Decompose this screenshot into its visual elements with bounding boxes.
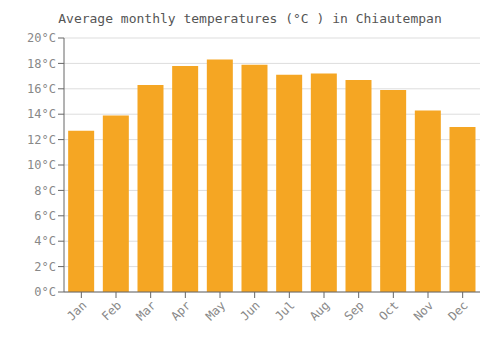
svg-text:Feb: Feb	[99, 298, 124, 323]
svg-text:12°C: 12°C	[27, 133, 56, 147]
svg-text:Oct: Oct	[376, 298, 401, 323]
html-text:Average monthly temperatures (: Average monthly temperatures (°C ) in Ch…	[58, 11, 442, 26]
svg-text:Nov: Nov	[411, 298, 436, 323]
svg-text:0°C: 0°C	[34, 285, 56, 299]
svg-text:8°C: 8°C	[34, 184, 56, 198]
svg-text:18°C: 18°C	[27, 57, 56, 71]
svg-text:20°C: 20°C	[27, 31, 56, 45]
svg-text:Jun: Jun	[238, 298, 263, 323]
svg-text:6°C: 6°C	[34, 209, 56, 223]
svg-text:14°C: 14°C	[27, 107, 56, 121]
svg-text:Mar: Mar	[134, 298, 159, 323]
svg-text:Aug: Aug	[307, 298, 332, 323]
svg-text:Jul: Jul	[272, 298, 297, 323]
svg-text:2°C: 2°C	[34, 260, 56, 274]
svg-text:Sep: Sep	[342, 298, 367, 323]
svg-text:Jan: Jan	[64, 298, 89, 323]
svg-text:16°C: 16°C	[27, 82, 56, 96]
svg-text:Apr: Apr	[168, 298, 193, 323]
svg-text:10°C: 10°C	[27, 158, 56, 172]
svg-text:Dec: Dec	[446, 298, 471, 323]
svg-text:May: May	[203, 298, 228, 323]
svg-text:4°C: 4°C	[34, 234, 56, 248]
